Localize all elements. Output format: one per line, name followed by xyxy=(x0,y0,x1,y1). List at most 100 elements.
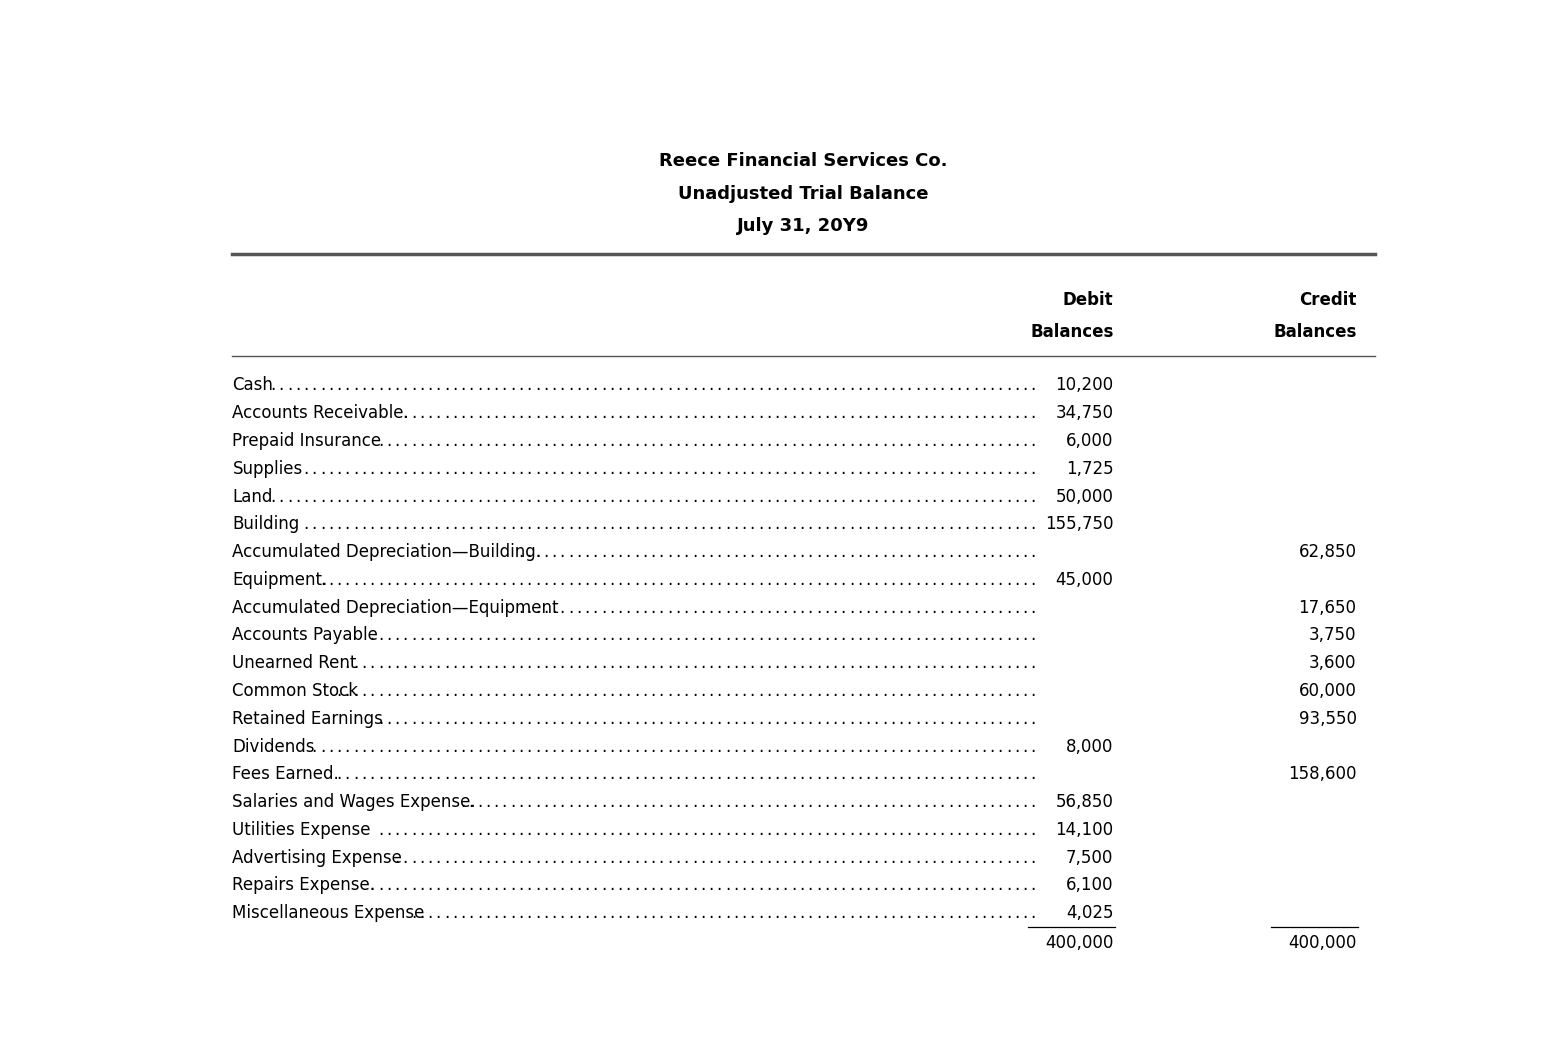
Text: .: . xyxy=(502,571,506,589)
Text: .: . xyxy=(287,488,292,506)
Text: .: . xyxy=(790,459,797,477)
Text: .: . xyxy=(949,488,953,506)
Text: .: . xyxy=(939,849,946,867)
Text: .: . xyxy=(328,737,334,755)
Text: .: . xyxy=(964,710,969,728)
Text: .: . xyxy=(608,404,615,422)
Text: .: . xyxy=(767,377,771,395)
Text: .: . xyxy=(800,598,804,616)
Text: .: . xyxy=(386,488,392,506)
Text: .: . xyxy=(840,655,845,673)
Text: .: . xyxy=(891,377,895,395)
Text: .: . xyxy=(361,377,367,395)
Text: Credit: Credit xyxy=(1300,291,1356,309)
Text: .: . xyxy=(552,849,557,867)
Text: .: . xyxy=(633,821,640,839)
Text: .: . xyxy=(757,737,764,755)
Text: .: . xyxy=(881,821,887,839)
Text: .: . xyxy=(304,377,309,395)
Text: .: . xyxy=(750,571,754,589)
Text: .: . xyxy=(552,377,557,395)
Text: .: . xyxy=(643,488,648,506)
Text: .: . xyxy=(1005,904,1011,922)
Text: .: . xyxy=(982,655,986,673)
Text: .: . xyxy=(989,488,994,506)
Text: .: . xyxy=(891,432,895,450)
Text: .: . xyxy=(666,432,673,450)
Text: .: . xyxy=(676,432,681,450)
Text: .: . xyxy=(709,543,713,561)
Text: .: . xyxy=(914,598,920,616)
Text: .: . xyxy=(956,571,961,589)
Text: .: . xyxy=(560,377,564,395)
Text: .: . xyxy=(815,904,822,922)
Text: .: . xyxy=(411,876,416,894)
Text: .: . xyxy=(676,598,681,616)
Text: .: . xyxy=(1014,849,1019,867)
Text: .: . xyxy=(444,516,448,534)
Text: .: . xyxy=(444,459,448,477)
Text: .: . xyxy=(502,682,506,700)
Text: .: . xyxy=(626,377,630,395)
Text: .: . xyxy=(502,432,506,450)
Text: .: . xyxy=(444,655,448,673)
Text: .: . xyxy=(750,598,754,616)
Text: .: . xyxy=(724,876,731,894)
Text: .: . xyxy=(618,459,622,477)
Text: .: . xyxy=(419,626,425,644)
Text: .: . xyxy=(964,794,969,812)
Text: .: . xyxy=(757,849,764,867)
Text: .: . xyxy=(881,794,887,812)
Text: .: . xyxy=(906,459,913,477)
Text: .: . xyxy=(825,488,829,506)
Text: .: . xyxy=(800,765,804,783)
Text: .: . xyxy=(353,571,358,589)
Text: .: . xyxy=(815,459,822,477)
Text: .: . xyxy=(643,377,648,395)
Text: .: . xyxy=(378,626,383,644)
Text: .: . xyxy=(939,765,946,783)
Text: .: . xyxy=(717,765,721,783)
Text: .: . xyxy=(775,821,779,839)
Text: .: . xyxy=(931,849,936,867)
Text: .: . xyxy=(709,710,713,728)
Text: .: . xyxy=(510,821,516,839)
Text: .: . xyxy=(403,821,408,839)
Text: .: . xyxy=(295,377,301,395)
Text: .: . xyxy=(881,432,887,450)
Text: .: . xyxy=(757,710,764,728)
Text: .: . xyxy=(906,821,913,839)
Text: .: . xyxy=(757,794,764,812)
Text: .: . xyxy=(997,488,1004,506)
Text: .: . xyxy=(666,571,673,589)
Text: .: . xyxy=(866,876,870,894)
Text: .: . xyxy=(626,626,630,644)
Text: .: . xyxy=(699,682,706,700)
Text: .: . xyxy=(659,516,663,534)
Text: .: . xyxy=(833,459,837,477)
Text: .: . xyxy=(775,377,779,395)
Text: .: . xyxy=(898,710,903,728)
Text: .: . xyxy=(757,516,764,534)
Text: .: . xyxy=(543,682,549,700)
Text: .: . xyxy=(997,459,1004,477)
Text: .: . xyxy=(403,655,408,673)
Text: .: . xyxy=(1030,876,1036,894)
Text: .: . xyxy=(891,516,895,534)
Text: .: . xyxy=(320,488,325,506)
Text: .: . xyxy=(914,488,920,506)
Text: .: . xyxy=(535,377,539,395)
Text: .: . xyxy=(519,794,524,812)
Text: .: . xyxy=(659,432,663,450)
Text: .: . xyxy=(982,765,986,783)
Text: .: . xyxy=(469,876,474,894)
Text: .: . xyxy=(386,655,392,673)
Text: .: . xyxy=(502,626,506,644)
Text: .: . xyxy=(552,459,557,477)
Text: .: . xyxy=(666,543,673,561)
Text: .: . xyxy=(444,876,448,894)
Text: .: . xyxy=(939,432,946,450)
Text: .: . xyxy=(585,821,590,839)
Text: .: . xyxy=(767,794,771,812)
Text: .: . xyxy=(691,432,698,450)
